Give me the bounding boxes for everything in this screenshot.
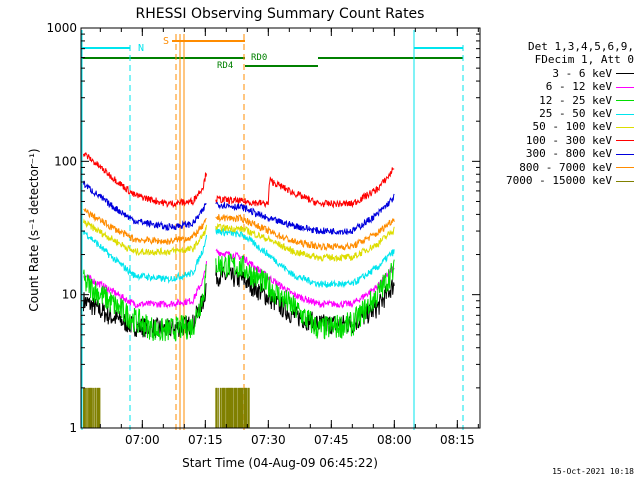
series-spikes (215, 387, 250, 428)
series-line (215, 253, 395, 340)
x-tick-label: 07:45 (314, 433, 349, 447)
legend-label: 6 - 12 keV (545, 80, 612, 94)
series-line (215, 167, 395, 209)
legend-item: 50 - 100 keV (474, 120, 634, 133)
legend-item: 800 - 7000 keV (474, 161, 634, 174)
y-tick-label: 1 (69, 421, 77, 435)
legend-swatch (616, 73, 634, 75)
series-line (83, 152, 207, 209)
x-axis-label: Start Time (04-Aug-09 06:45:22) (182, 456, 378, 470)
x-tick-label: 07:15 (188, 433, 223, 447)
y-tick-label: 10 (62, 288, 77, 302)
flag-label-n: N (138, 43, 144, 54)
legend-label: 50 - 100 keV (532, 120, 612, 134)
legend-swatch (616, 153, 634, 155)
legend-item: 100 - 300 keV (474, 134, 634, 147)
series-line (83, 261, 207, 309)
legend-item: 25 - 50 keV (474, 107, 634, 120)
axis-ticks: 1 10 100 1000 07:00 07:15 07:30 07:45 08:00 08:15 (46, 21, 480, 447)
series-line (215, 248, 395, 309)
y-tick-label: 1000 (46, 21, 77, 35)
plot-frame (80, 27, 481, 429)
x-tick-label: 08:15 (440, 433, 475, 447)
legend-label: 12 - 25 keV (539, 93, 612, 107)
flag-label-s: S (163, 36, 169, 47)
legend-swatch (616, 100, 634, 102)
y-tick-label: 100 (54, 154, 77, 168)
legend-label: 100 - 300 keV (525, 133, 612, 147)
flag-label-rd0: RD0 (251, 53, 267, 63)
legend-swatch (616, 126, 634, 128)
legend-item: 300 - 800 keV (474, 147, 634, 160)
series-spikes (83, 387, 101, 428)
data-series (83, 152, 395, 428)
legend-swatch (616, 113, 634, 115)
chart-title: RHESSI Observing Summary Count Rates (136, 6, 425, 22)
legend-item: 7000 - 15000 keV (474, 174, 634, 187)
legend-swatch (616, 140, 634, 142)
legend-swatch (616, 86, 634, 88)
x-tick-label: 08:00 (377, 433, 412, 447)
legend-label: 25 - 50 keV (539, 107, 612, 121)
series-line (83, 231, 207, 284)
legend-label: 300 - 800 keV (525, 147, 612, 161)
x-tick-label: 07:00 (125, 433, 160, 447)
series-line (83, 208, 207, 245)
legend-item: 3 - 6 keV (474, 67, 634, 80)
flag-label-rd4: RD4 (217, 61, 233, 71)
legend-header-2: FDecim 1, Att 0 (534, 53, 634, 67)
series-line (215, 214, 395, 252)
series-line (83, 180, 207, 232)
legend-item: 6 - 12 keV (474, 80, 634, 93)
legend-label: 3 - 6 keV (552, 66, 612, 80)
legend-item: 12 - 25 keV (474, 94, 634, 107)
legend-label: 7000 - 15000 keV (506, 174, 612, 188)
legend-swatch (616, 167, 634, 169)
observing-flags: N S RD4 RD0 (82, 36, 463, 71)
legend-header-1: Det 1,3,4,5,6,9, (528, 40, 634, 53)
series-line (83, 218, 207, 257)
y-axis-label: Count Rate (s⁻¹ detector⁻¹) (27, 148, 41, 311)
series-line (83, 264, 207, 342)
x-tick-label: 07:30 (251, 433, 286, 447)
timestamp: 15-Oct-2021 10:18 (552, 467, 634, 476)
series-line (215, 227, 395, 289)
legend-swatch (616, 180, 634, 182)
series-line (215, 193, 395, 236)
legend-label: 800 - 7000 keV (519, 160, 612, 174)
event-markers (81, 30, 464, 430)
legend: Det 1,3,4,5,6,9, FDecim 1, Att 0 3 - 6 k… (474, 40, 634, 187)
series-line (215, 222, 395, 263)
